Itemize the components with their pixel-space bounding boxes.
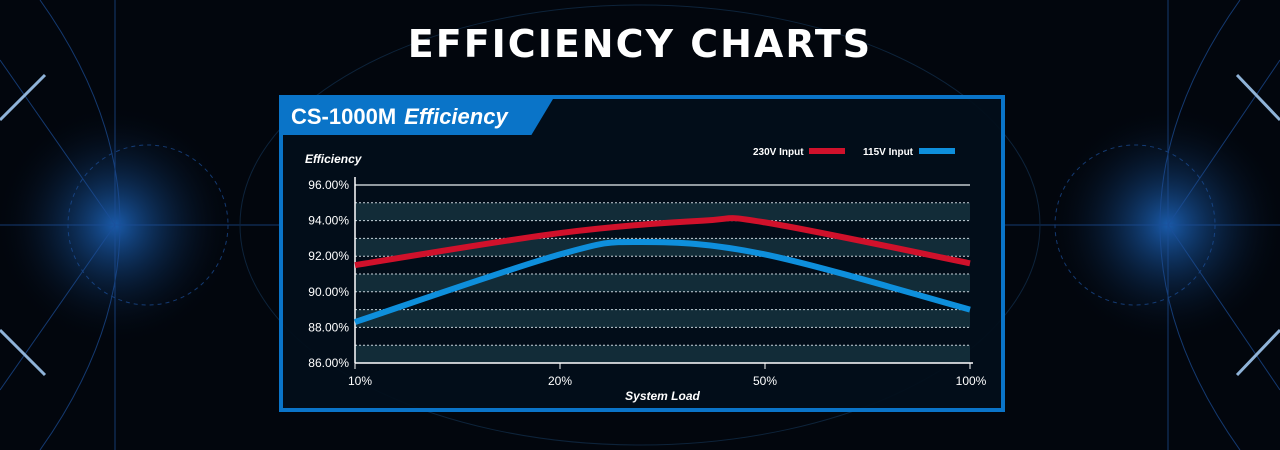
x-tick-label: 20%: [548, 374, 572, 388]
grid-band: [355, 345, 970, 363]
x-axis-label: System Load: [625, 389, 700, 403]
y-tick-label: 90.00%: [308, 285, 349, 299]
x-tick-label: 100%: [956, 374, 987, 388]
grid-band: [355, 309, 970, 328]
series-line-115v: [354, 238, 971, 325]
legend-label: 115V Input: [863, 147, 914, 158]
y-tick-label: 92.00%: [308, 249, 349, 263]
efficiency-chart: 86.00% 88.00% 90.00% 92.00% 94.00% 96.00% 10% 2…: [305, 147, 987, 403]
grid-band: [355, 202, 970, 221]
grid-band: [355, 274, 970, 292]
y-tick-label: 96.00%: [308, 178, 349, 192]
legend-swatch: [809, 148, 845, 154]
page-title: EFFICIENCY CHARTS: [407, 22, 873, 66]
x-tick-label: 10%: [348, 374, 372, 388]
y-tick-label: 94.00%: [308, 214, 349, 228]
y-axis-label: Efficiency: [305, 152, 363, 166]
panel-subtitle: Efficiency: [404, 104, 508, 129]
y-tick-label: 86.00%: [308, 356, 349, 370]
chart-panel: CS-1000M Efficiency 86.00% 88.00% 90.00% 92.…: [279, 95, 1005, 412]
y-tick-label: 88.00%: [308, 320, 349, 334]
x-tick-label: 50%: [753, 374, 777, 388]
legend-label: 230V Input: [753, 147, 804, 158]
series-line-230v: [354, 215, 971, 269]
panel-header: CS-1000M Efficiency: [283, 99, 553, 135]
legend-swatch: [919, 148, 955, 154]
model-name: CS-1000M: [291, 104, 397, 129]
